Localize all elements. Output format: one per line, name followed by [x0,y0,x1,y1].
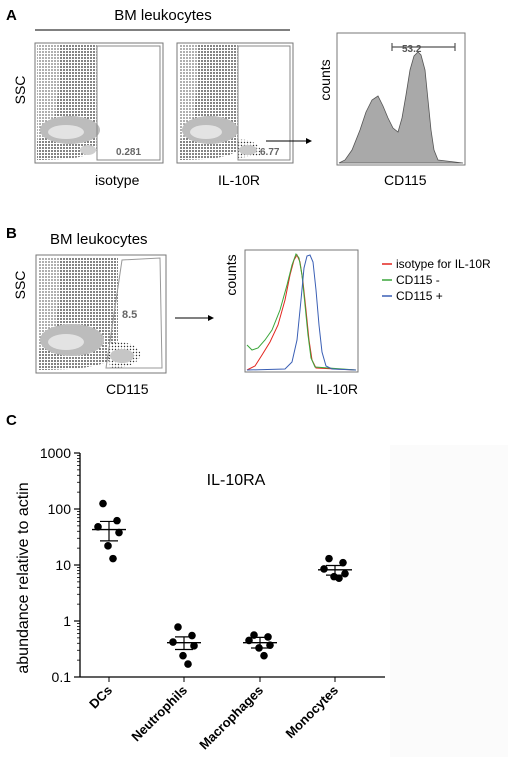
y-tick-label: 100 [48,501,72,517]
data-point [190,642,198,650]
chart-y-label: abundance relative to actin [15,482,32,673]
panel-c-chart: 1000 100 10 1 0.1 DCs Neutrophils Macrophages Mo… [40,445,385,752]
panel-a-hist-y-label: counts [317,59,333,100]
data-point [341,569,349,578]
x-tick-label: Monocytes [282,683,341,742]
series-line-isotype [246,253,357,371]
data-point [179,651,187,660]
panel-a-dotplot-il10r: 6.77 [176,42,294,164]
panel-a-plot1-x-label: isotype [95,172,140,188]
chart-title: IL-10RA [207,472,266,489]
panel-b-group-label: BM leukocytes [50,231,148,248]
panel-a-letter: A [6,7,17,24]
x-tick-label: Macrophages [196,683,266,753]
data-point [99,499,107,508]
panel-b-dot-x-label: CD115 [106,381,149,397]
panel-c-bg-right [390,445,508,757]
y-tick-label: 10 [55,557,71,573]
y-tick-label: 1000 [40,445,71,461]
arrow-head-icon [306,138,312,144]
data-point [320,565,328,573]
legend-label: isotype for IL-10R [396,257,491,271]
panel-a-ssc-label: SSC [12,76,28,105]
data-point [115,528,123,537]
y-tick-label: 0.1 [52,669,72,685]
panel-b-hist-y-label: counts [223,254,239,295]
gate-box [96,45,161,161]
panel-a-dotplot-isotype: 0.281 [34,42,164,164]
gate-value: 6.77 [260,147,280,158]
legend-label: CD115 - [396,273,440,287]
panel-b-letter: B [6,225,17,242]
panel-a-plot2-x-label: IL-10R [218,172,260,188]
data-point [113,516,121,525]
panel-b-dotplot-cd115: 8.5 [35,254,167,374]
gate-value: 8.5 [122,309,137,321]
gate-value: 0.281 [116,147,141,158]
x-tick-label: Neutrophils [128,683,190,745]
arrow-head-icon [208,315,214,321]
panel-b-ssc-label: SSC [12,271,28,300]
data-point [94,523,102,531]
marker-value: 53.2 [402,44,422,55]
data-point [104,542,112,550]
data-point [325,554,333,563]
legend-label: CD115 + [396,289,443,303]
y-tick-label: 1 [63,613,71,629]
panel-b-histogram-il10r [244,249,359,373]
data-point [109,554,117,563]
panel-b-legend: isotype for IL-10R CD115 - CD115 + [382,257,491,303]
panel-a-group-label: BM leukocytes [114,7,212,24]
panel-b-hist-x-label: IL-10R [316,381,358,397]
data-point [188,631,196,640]
x-tick-label: DCs [86,683,115,712]
gate-polygon [105,257,163,369]
panel-a-histogram-cd115: 53.2 [336,32,466,166]
data-point [339,558,347,567]
panel-c-letter: C [6,412,17,429]
gate-box [237,45,291,161]
data-point [260,651,268,660]
series-line-cd115-neg [246,252,357,371]
series-line-cd115-pos [246,254,357,371]
data-point [174,623,182,631]
data-point [335,574,343,583]
data-point [184,660,192,668]
panel-a-hist-x-label: CD115 [384,172,427,188]
